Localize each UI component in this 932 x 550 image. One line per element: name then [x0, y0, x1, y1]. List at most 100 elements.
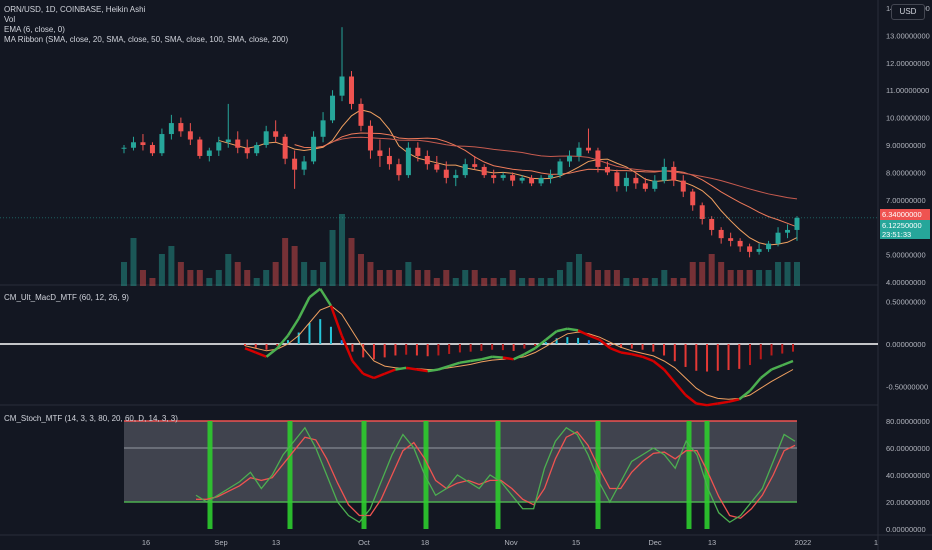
- candle-body: [282, 136, 288, 159]
- volume-bar: [414, 270, 421, 286]
- macd-line-segment: [329, 305, 343, 336]
- macd-line-segment: [481, 355, 493, 361]
- stoch-cross-marker: [287, 421, 293, 529]
- macd-axis-label: -0.50000000: [886, 383, 928, 392]
- candle-body: [339, 76, 345, 96]
- macd-line-segment: [492, 355, 503, 359]
- volume-bar: [168, 246, 175, 286]
- volume-bar: [253, 278, 260, 286]
- macd-histogram-bar: [770, 344, 773, 356]
- price-axis-label: 5.00000000: [886, 251, 926, 260]
- ema-value-text: 6.12250000: [882, 221, 922, 230]
- candle-body: [472, 164, 478, 167]
- volume-bar: [329, 230, 336, 286]
- macd-histogram-bar: [469, 344, 472, 352]
- macd-line-segment: [276, 334, 289, 350]
- macd-histogram-bar: [276, 344, 279, 346]
- macd-histogram-bar: [437, 344, 440, 356]
- macd-line-segment: [438, 364, 450, 371]
- time-axis-label: Nov: [504, 538, 518, 547]
- macd-line-segment: [696, 402, 708, 407]
- macd-histogram-bar: [426, 344, 429, 357]
- volume-bar: [528, 278, 535, 286]
- candle-body: [292, 158, 298, 170]
- candle-body: [491, 175, 497, 178]
- macd-histogram-bar: [265, 344, 268, 350]
- macd-histogram-bar: [458, 344, 461, 353]
- volume-bar: [509, 270, 516, 286]
- volume-bar: [727, 270, 734, 286]
- candle-body: [595, 150, 601, 167]
- volume-bar: [121, 262, 127, 286]
- volume-bar: [234, 262, 241, 286]
- candle-body: [462, 164, 468, 176]
- price-axis-label: 10.00000000: [886, 114, 930, 123]
- volume-bar: [139, 270, 146, 286]
- candle-body: [301, 161, 307, 170]
- macd-histogram-bar: [781, 344, 784, 354]
- ma-ribbon-line: [294, 132, 798, 228]
- macd-histogram-bar: [491, 344, 494, 350]
- macd-line-segment: [319, 288, 333, 307]
- macd-axis-label: 0.00000000: [886, 340, 926, 349]
- macd-histogram-bar: [566, 337, 569, 344]
- candle-body: [168, 123, 174, 135]
- volume-bar: [490, 278, 497, 286]
- symbol-legend: ORN/USD, 1D, COINBASE, Heikin Ashi Vol E…: [4, 5, 288, 45]
- ema-indicator-label[interactable]: EMA (6, close, 0): [4, 25, 65, 34]
- macd-line-segment: [556, 327, 568, 333]
- volume-bar: [775, 262, 782, 286]
- volume-bar: [756, 270, 763, 286]
- macd-histogram-bar: [534, 344, 537, 346]
- price-axis-label: 13.00000000: [886, 31, 930, 40]
- volume-bar: [632, 278, 639, 286]
- volume-bar: [320, 262, 327, 286]
- stoch-band-background: [124, 421, 797, 502]
- price-axis-label: 9.00000000: [886, 141, 926, 150]
- volume-bar: [282, 238, 289, 286]
- vol-indicator-label[interactable]: Vol: [4, 15, 16, 24]
- macd-axis-label: 0.50000000: [886, 298, 926, 307]
- candle-body: [652, 180, 658, 189]
- macd-line-segment: [523, 347, 536, 356]
- macd-line-segment: [717, 400, 729, 405]
- macd-line-segment: [781, 359, 794, 367]
- macd-line-segment: [502, 356, 514, 361]
- macd-line-segment: [286, 317, 300, 337]
- macd-histogram-bar: [630, 344, 633, 349]
- time-axis-label: 2022: [795, 538, 812, 547]
- volume-bar: [765, 270, 772, 286]
- candle-body: [557, 161, 563, 176]
- candle-body: [623, 177, 629, 187]
- candle-body: [567, 155, 573, 162]
- ma-ribbon-indicator-label[interactable]: MA Ribbon (SMA, close, 20, SMA, close, 5…: [4, 35, 289, 44]
- stoch-pane-label[interactable]: CM_Stoch_MTF (14, 3, 3, 80, 20, 60, D, 1…: [4, 414, 178, 423]
- candle-body: [386, 155, 392, 165]
- candle-body: [140, 142, 146, 145]
- candle-body: [159, 134, 165, 154]
- volume-bar: [187, 270, 194, 286]
- candle-body: [747, 246, 753, 252]
- candle-body: [424, 155, 430, 165]
- currency-button[interactable]: USD: [891, 4, 925, 20]
- candle-body: [661, 166, 667, 181]
- candle-body: [348, 76, 354, 104]
- macd-histogram-bar: [512, 344, 515, 351]
- volume-bar: [357, 254, 364, 286]
- macd-line-segment: [652, 360, 665, 371]
- candle-body: [206, 150, 212, 156]
- macd-pane-label[interactable]: CM_Ult_MacD_MTF (60, 12, 26, 9): [4, 293, 129, 302]
- volume-bar: [196, 270, 203, 286]
- volume-bar: [737, 270, 744, 286]
- macd-line-segment: [738, 389, 751, 401]
- macd-histogram-bar: [523, 344, 526, 349]
- macd-histogram-bar: [673, 344, 676, 362]
- macd-line-segment: [244, 347, 257, 354]
- macd-histogram-bar: [792, 344, 794, 352]
- macd-line-segment: [373, 372, 386, 380]
- candle-body: [548, 175, 554, 178]
- symbol-title[interactable]: ORN/USD, 1D, COINBASE, Heikin Ashi: [4, 5, 146, 14]
- macd-line-segment: [642, 355, 654, 363]
- macd-line-segment: [416, 368, 428, 373]
